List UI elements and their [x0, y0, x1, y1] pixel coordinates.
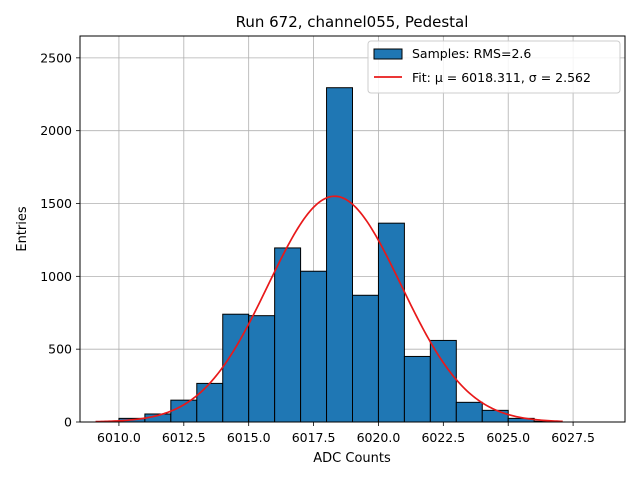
histogram-bar — [196, 382, 224, 423]
y-axis-ticks: 0 500 1000 1500 2000 2500 — [40, 50, 80, 430]
histogram-bar — [455, 401, 483, 423]
x-tick-label: 6012.5 — [162, 430, 206, 445]
legend-box — [367, 40, 621, 94]
x-tick-label: 6020.0 — [357, 430, 401, 445]
x-tick-label: 6017.5 — [292, 430, 336, 445]
legend: Samples: RMS=2.6 Fit: μ = 6018.311, σ = … — [367, 40, 621, 94]
x-tick-label: 6025.0 — [486, 430, 530, 445]
histogram-bar — [170, 399, 198, 423]
y-tick-label: 2500 — [40, 50, 72, 65]
x-tick-label: 6027.5 — [551, 430, 595, 445]
y-tick-label: 0 — [64, 415, 72, 430]
legend-histogram-label: Samples: RMS=2.6 — [412, 46, 531, 61]
x-axis-ticks: 6010.0 6012.5 6015.0 6017.5 6020.0 6022.5 6025… — [97, 422, 595, 445]
histogram-bar — [300, 270, 328, 423]
fit-curve — [95, 195, 563, 423]
chart-title: Run 672, channel055, Pedestal — [236, 13, 469, 31]
x-tick-label: 6010.0 — [97, 430, 141, 445]
legend-fit-label: Fit: μ = 6018.311, σ = 2.562 — [412, 70, 591, 85]
histogram-bars — [118, 87, 561, 423]
histogram-bar — [352, 294, 379, 423]
y-tick-label: 1000 — [40, 269, 72, 284]
histogram-bar — [377, 222, 405, 423]
y-tick-label: 2000 — [40, 123, 72, 138]
legend-histogram-swatch — [373, 48, 403, 60]
histogram-bar — [248, 315, 276, 423]
histogram-bar — [481, 409, 509, 423]
histogram-bar — [326, 87, 353, 423]
plot-frame — [79, 35, 626, 423]
histogram-bar — [403, 355, 431, 423]
x-tick-label: 6015.0 — [227, 430, 271, 445]
histogram-bar — [274, 247, 302, 423]
x-axis-label: ADC Counts — [313, 451, 391, 466]
histogram-bar — [429, 339, 457, 423]
y-tick-label: 500 — [48, 342, 72, 357]
y-axis-label: Entries — [15, 206, 30, 252]
x-tick-label: 6022.5 — [421, 430, 465, 445]
y-tick-label: 1500 — [40, 196, 72, 211]
